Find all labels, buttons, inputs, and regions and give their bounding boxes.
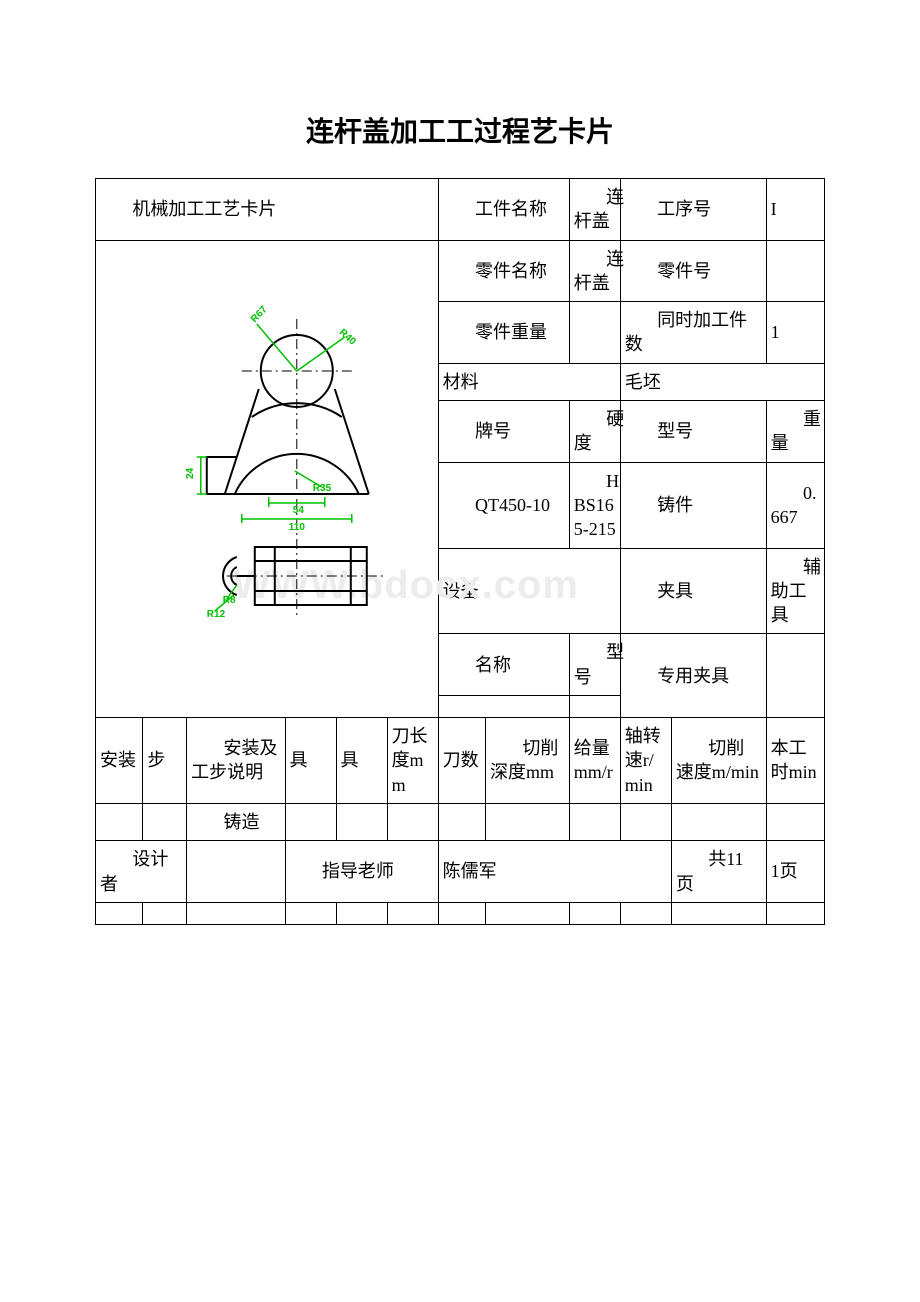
lbl-designer: 设计者 [96, 841, 187, 903]
svg-text:24: 24 [185, 467, 196, 479]
lbl-compname: 零件名称 [438, 240, 569, 302]
data-8 [485, 803, 569, 840]
col-tool1: 具 [285, 718, 336, 804]
data-4 [285, 803, 336, 840]
lbl-hardness: 硬度 [569, 401, 620, 463]
svg-text:R40: R40 [337, 327, 358, 348]
val-compnum [766, 240, 824, 302]
eqname-val [438, 696, 569, 718]
lbl-equipment: 设备 [438, 548, 620, 634]
drawing-cell: WWW.bdocx.com [96, 240, 439, 717]
e3 [187, 902, 285, 924]
data-5 [336, 803, 387, 840]
lbl-procnum: 工序号 [620, 179, 766, 241]
page-title: 连杆盖加工工过程艺卡片 [95, 110, 825, 150]
col-desc: 安装及工步说明 [187, 718, 285, 804]
val-compname: 连杆盖 [569, 240, 620, 302]
technical-drawing: R67 R40 24 R35 54 110 R12 R8 [96, 299, 438, 659]
data-10 [620, 803, 671, 840]
col-speed: 轴转速r/min [620, 718, 671, 804]
lbl-model: 型号 [620, 401, 766, 463]
lbl-blank: 毛坯 [620, 363, 824, 400]
svg-text:R8: R8 [223, 595, 236, 606]
lbl-partname: 工件名称 [438, 179, 569, 241]
data-6 [387, 803, 438, 840]
val-fixture: 专用夹具 [620, 634, 766, 718]
val-hardness: HBS165-215 [569, 462, 620, 548]
lbl-weight: 零件重量 [438, 302, 569, 364]
e7 [438, 902, 485, 924]
col-time: 本工时min [766, 718, 824, 804]
col-feed: 给量mm/r [569, 718, 620, 804]
data-7 [438, 803, 485, 840]
e11 [671, 902, 766, 924]
val-massweight: 0.667 [766, 462, 824, 548]
val-simcount: 1 [766, 302, 824, 364]
val-weight [569, 302, 620, 364]
col-step: 步 [143, 718, 187, 804]
data-11 [671, 803, 766, 840]
e5 [336, 902, 387, 924]
lbl-massweight: 重量 [766, 401, 824, 463]
data-install [96, 803, 143, 840]
process-card-table: 机械加工工艺卡片 工件名称 连杆盖 工序号 I WWW.bdocx.com [95, 178, 825, 925]
card-type: 机械加工工艺卡片 [96, 179, 439, 241]
val-procnum: I [766, 179, 824, 241]
lbl-auxtool: 辅助工具 [766, 548, 824, 634]
lbl-grade: 牌号 [438, 401, 569, 463]
val-auxtool [766, 634, 824, 718]
val-designer [187, 841, 285, 903]
val-page: 1页 [766, 841, 824, 903]
val-partname: 连杆盖 [569, 179, 620, 241]
e2 [143, 902, 187, 924]
e9 [569, 902, 620, 924]
col-cutdepth: 切削深度mm [485, 718, 569, 804]
col-tool2: 具 [336, 718, 387, 804]
lbl-fixture: 夹具 [620, 548, 766, 634]
eqmodel-val [569, 696, 620, 718]
val-model: 铸件 [620, 462, 766, 548]
data-9 [569, 803, 620, 840]
e4 [285, 902, 336, 924]
svg-text:110: 110 [289, 522, 306, 533]
e12 [766, 902, 824, 924]
val-grade: QT450-10 [438, 462, 569, 548]
svg-text:R67: R67 [249, 304, 270, 325]
lbl-compnum: 零件号 [620, 240, 766, 302]
col-toolcount: 刀数 [438, 718, 485, 804]
e10 [620, 902, 671, 924]
data-step [143, 803, 187, 840]
lbl-material: 材料 [438, 363, 620, 400]
lbl-instructor: 指导老师 [285, 841, 438, 903]
svg-text:R35: R35 [313, 483, 332, 494]
col-toollen: 刀长度mm [387, 718, 438, 804]
col-install: 安装 [96, 718, 143, 804]
lbl-eqname: 名称 [438, 634, 569, 696]
lbl-simcount: 同时加工件数 [620, 302, 766, 364]
data-desc: 铸造 [187, 803, 285, 840]
e6 [387, 902, 438, 924]
svg-text:54: 54 [293, 505, 305, 516]
val-instructor: 陈儒军 [438, 841, 671, 903]
e1 [96, 902, 143, 924]
lbl-pages: 共11 页 [671, 841, 766, 903]
col-cutspeed: 切削速度m/min [671, 718, 766, 804]
svg-text:R12: R12 [207, 609, 226, 620]
e8 [485, 902, 569, 924]
data-12 [766, 803, 824, 840]
lbl-eqmodel: 型号 [569, 634, 620, 696]
